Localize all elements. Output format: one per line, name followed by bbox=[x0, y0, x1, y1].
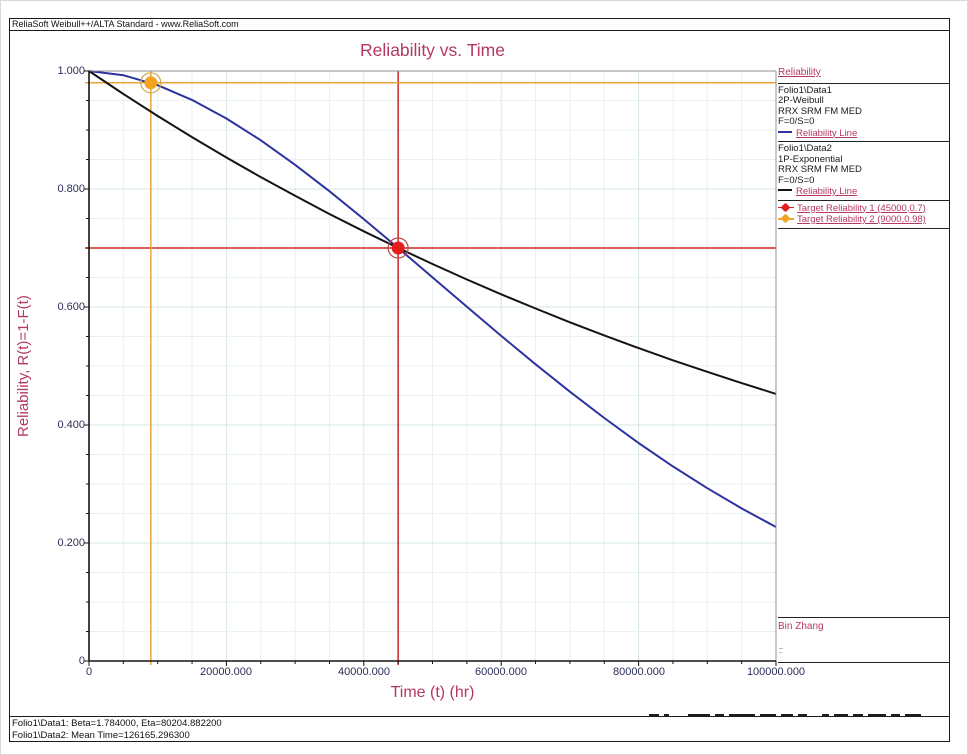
red-target-marker-icon bbox=[778, 202, 794, 212]
legend-group-targets: Target Reliability 1 (45000,0.7) Target … bbox=[778, 201, 949, 229]
legend-entry-reliability-line-2: Reliability Line bbox=[778, 186, 949, 198]
window-title: ReliaSoft Weibull++/ALTA Standard - www.… bbox=[12, 19, 239, 29]
legend-group-weibull: Folio1\Data1 2P-Weibull RRX SRM FM MED F… bbox=[778, 84, 949, 142]
y-axis-label: Reliability, R(t)=1-F(t) bbox=[15, 295, 32, 437]
x-tick-label: 80000.000 bbox=[613, 666, 665, 678]
legend-entry-target-2: Target Reliability 2 (9000,0.98) bbox=[778, 213, 949, 226]
watermark-remnant bbox=[649, 712, 949, 718]
x-tick-label: 100000.000 bbox=[746, 666, 806, 678]
blue-line-swatch-icon bbox=[778, 130, 792, 133]
legend-folio-label: Folio1\Data1 bbox=[778, 84, 832, 96]
x-tick-label: 60000.000 bbox=[475, 666, 527, 678]
x-tick-label: 0 bbox=[85, 666, 93, 678]
legend-fs-label: F=0/S=0 bbox=[778, 174, 815, 186]
result-line-data1: Folio1\Data1: Beta=1.784000, Eta=80204.8… bbox=[12, 718, 222, 729]
window-titlebar: ReliaSoft Weibull++/ALTA Standard - www.… bbox=[9, 18, 950, 31]
x-tick-label: 40000.000 bbox=[338, 666, 390, 678]
legend-folio-label: Folio1\Data2 bbox=[778, 143, 832, 154]
y-tick-label: 0.200 bbox=[57, 537, 85, 549]
plot-legend: Reliability Folio1\Data1 2P-Weibull RRX … bbox=[778, 67, 949, 229]
legend-entry-reliability-line-1: Reliability Line bbox=[778, 128, 949, 140]
y-tick-label: 1.000 bbox=[57, 65, 85, 77]
legend-entry-target-1: Target Reliability 1 (45000,0.7) bbox=[778, 202, 949, 215]
y-tick-label: 0 bbox=[78, 655, 85, 667]
signature-footer-line bbox=[778, 648, 949, 663]
x-axis-label: Time (t) (hr) bbox=[390, 684, 475, 701]
legend-header: Reliability bbox=[778, 67, 821, 78]
results-status-bar: Folio1\Data1: Beta=1.784000, Eta=80204.8… bbox=[9, 716, 950, 742]
orange-target-marker-icon bbox=[778, 213, 794, 224]
legend-model-label: 1P-Exponential bbox=[778, 153, 843, 165]
y-tick-label: 0.600 bbox=[57, 301, 85, 313]
legend-method-label: RRX SRM FM MED bbox=[778, 164, 862, 175]
chart-title: Reliability vs. Time bbox=[360, 40, 505, 60]
legend-model-label: 2P-Weibull bbox=[778, 95, 824, 106]
x-tick-label: 20000.000 bbox=[200, 666, 252, 678]
legend-group-exponential: Folio1\Data2 1P-Exponential RRX SRM FM M… bbox=[778, 142, 949, 201]
legend-method-label: RRX SRM FM MED bbox=[778, 105, 862, 117]
y-tick-label: 0.800 bbox=[57, 183, 85, 195]
black-line-swatch-icon bbox=[778, 189, 792, 191]
legend-fs-label: F=0/S=0 bbox=[778, 116, 815, 127]
y-tick-label: 0.400 bbox=[57, 419, 85, 431]
reliability-vs-time-plot bbox=[84, 70, 777, 666]
result-line-data2: Folio1\Data2: Mean Time=126165.296300 bbox=[12, 730, 190, 741]
analyst-signature: Bin Zhang bbox=[778, 617, 949, 632]
